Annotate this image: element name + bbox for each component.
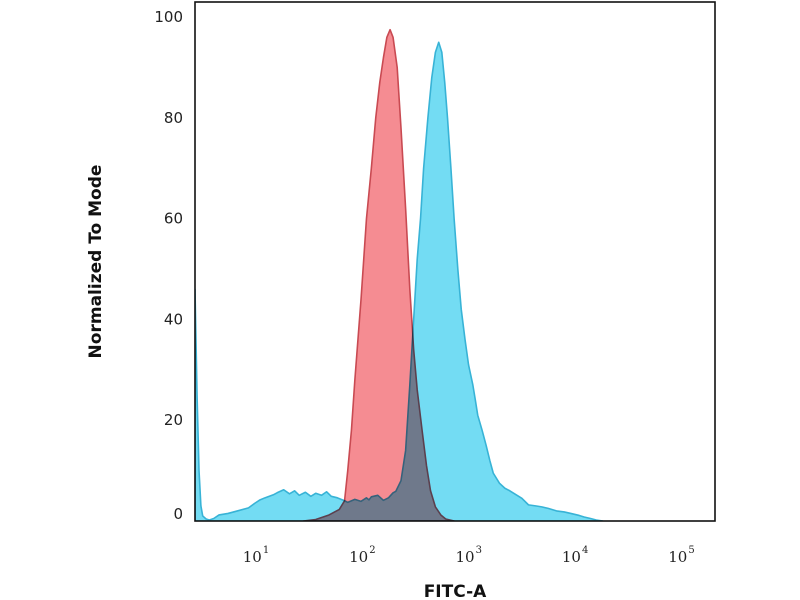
x-tick-label: 103 bbox=[455, 545, 481, 566]
x-tick-label: 101 bbox=[243, 545, 269, 566]
x-tick-label: 105 bbox=[668, 545, 694, 566]
plot-area bbox=[195, 28, 604, 521]
y-tick-label: 60 bbox=[164, 210, 183, 228]
y-tick-label: 40 bbox=[164, 310, 183, 328]
y-tick-label: 20 bbox=[164, 411, 183, 429]
plot-frame bbox=[194, 1, 716, 522]
x-axis-label: FITC-A bbox=[424, 582, 487, 600]
x-tick-label: 104 bbox=[562, 545, 588, 566]
y-axis-ticks: 0 20 40 60 80 100 bbox=[154, 8, 183, 523]
y-tick-label: 100 bbox=[154, 8, 183, 26]
y-tick-label: 80 bbox=[164, 109, 183, 127]
series-cyan-histogram bbox=[195, 41, 604, 521]
y-tick-label: 0 bbox=[173, 505, 183, 523]
x-tick-label: 102 bbox=[349, 545, 375, 566]
y-axis-label: Normalized To Mode bbox=[86, 165, 106, 359]
x-axis-ticks: 101 102 103 104 105 bbox=[243, 545, 695, 566]
